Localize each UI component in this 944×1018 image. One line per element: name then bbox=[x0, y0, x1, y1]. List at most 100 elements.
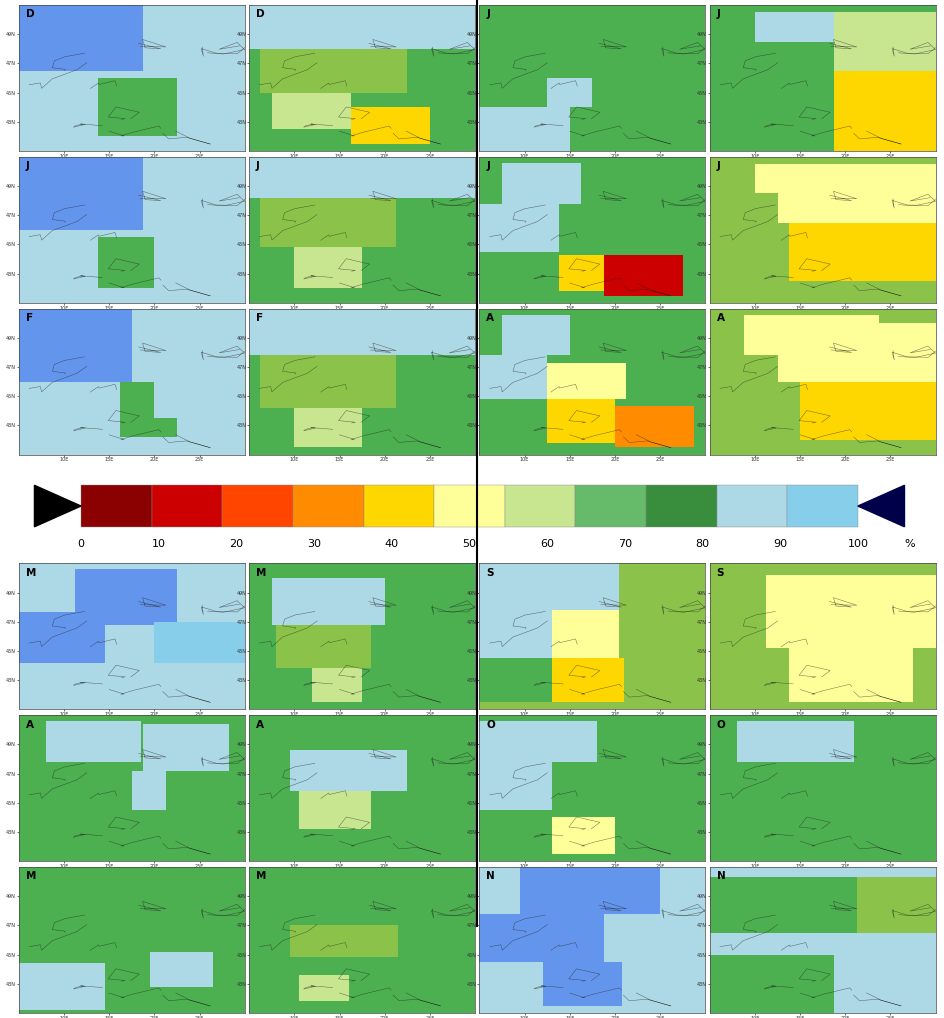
Bar bbox=[276, 625, 371, 669]
Text: M: M bbox=[256, 871, 266, 882]
Text: N: N bbox=[486, 871, 495, 882]
Text: J: J bbox=[25, 161, 29, 171]
Bar bbox=[575, 486, 646, 526]
Bar bbox=[833, 12, 935, 71]
Text: M: M bbox=[25, 568, 36, 578]
Bar bbox=[833, 71, 935, 151]
Bar bbox=[19, 5, 143, 71]
Bar bbox=[433, 486, 504, 526]
Bar bbox=[547, 78, 592, 107]
Bar bbox=[479, 659, 551, 702]
Bar bbox=[603, 254, 682, 295]
Bar bbox=[154, 375, 244, 418]
Bar bbox=[121, 382, 177, 437]
Bar bbox=[290, 750, 407, 791]
Bar bbox=[272, 93, 350, 129]
Bar bbox=[736, 721, 853, 761]
Bar bbox=[479, 563, 619, 610]
Bar bbox=[786, 486, 857, 526]
Bar bbox=[551, 610, 619, 659]
Bar bbox=[19, 382, 121, 455]
Text: 50: 50 bbox=[462, 539, 476, 549]
Bar bbox=[165, 230, 244, 274]
Bar bbox=[350, 107, 430, 144]
Text: J: J bbox=[716, 9, 719, 19]
Bar bbox=[261, 355, 396, 408]
Bar bbox=[547, 362, 626, 399]
Bar bbox=[143, 724, 228, 771]
Text: A: A bbox=[256, 720, 263, 730]
Bar bbox=[479, 204, 558, 251]
Bar bbox=[177, 71, 244, 107]
Bar bbox=[222, 486, 293, 526]
Bar bbox=[855, 878, 935, 932]
Bar bbox=[754, 164, 867, 193]
Bar bbox=[294, 247, 362, 288]
Bar bbox=[150, 952, 212, 986]
Bar bbox=[709, 878, 855, 932]
Text: J: J bbox=[486, 161, 490, 171]
Bar bbox=[272, 578, 384, 625]
Text: 70: 70 bbox=[617, 539, 632, 549]
Text: O: O bbox=[486, 720, 495, 730]
Text: 60: 60 bbox=[540, 539, 553, 549]
Bar bbox=[788, 648, 912, 702]
Bar bbox=[800, 382, 935, 440]
Text: 30: 30 bbox=[307, 539, 321, 549]
Bar bbox=[249, 5, 475, 49]
Text: 10: 10 bbox=[152, 539, 165, 549]
Text: J: J bbox=[716, 161, 719, 171]
Text: D: D bbox=[25, 9, 34, 19]
Text: %: % bbox=[903, 539, 914, 549]
Bar bbox=[766, 575, 935, 648]
Text: N: N bbox=[716, 871, 725, 882]
Polygon shape bbox=[34, 486, 81, 526]
Bar bbox=[501, 163, 581, 204]
Bar bbox=[249, 157, 475, 197]
Bar bbox=[46, 721, 141, 761]
Bar bbox=[290, 925, 397, 958]
Bar bbox=[19, 308, 131, 382]
Text: D: D bbox=[256, 9, 264, 19]
Text: 90: 90 bbox=[772, 539, 786, 549]
Bar bbox=[709, 955, 833, 1013]
Bar bbox=[646, 486, 716, 526]
Text: 0: 0 bbox=[77, 539, 84, 549]
Bar bbox=[312, 669, 362, 702]
Bar bbox=[479, 107, 569, 151]
Bar bbox=[294, 408, 362, 447]
Bar bbox=[479, 761, 551, 810]
Text: S: S bbox=[716, 568, 723, 578]
Text: J: J bbox=[486, 9, 490, 19]
Bar bbox=[19, 963, 105, 1010]
Bar bbox=[777, 324, 935, 382]
Bar bbox=[19, 230, 98, 303]
Bar bbox=[558, 254, 615, 291]
Text: F: F bbox=[25, 314, 33, 323]
Bar bbox=[551, 659, 623, 702]
Bar bbox=[754, 12, 833, 42]
Text: A: A bbox=[716, 314, 724, 323]
Bar bbox=[19, 612, 105, 663]
Bar bbox=[19, 71, 98, 107]
Bar bbox=[615, 406, 693, 447]
Bar bbox=[716, 486, 786, 526]
Bar bbox=[261, 197, 396, 247]
Bar bbox=[479, 355, 547, 399]
Text: S: S bbox=[486, 568, 493, 578]
Text: A: A bbox=[486, 314, 494, 323]
Bar bbox=[154, 622, 244, 663]
Bar bbox=[479, 914, 603, 962]
Bar bbox=[551, 817, 615, 854]
Bar bbox=[479, 867, 519, 914]
Bar bbox=[504, 486, 575, 526]
Text: 40: 40 bbox=[384, 539, 398, 549]
Bar bbox=[743, 315, 878, 355]
Text: 20: 20 bbox=[229, 539, 244, 549]
Bar bbox=[519, 867, 660, 914]
Bar bbox=[76, 569, 177, 625]
Bar bbox=[777, 164, 935, 223]
Text: O: O bbox=[716, 720, 725, 730]
Text: M: M bbox=[25, 871, 36, 882]
Text: F: F bbox=[256, 314, 262, 323]
